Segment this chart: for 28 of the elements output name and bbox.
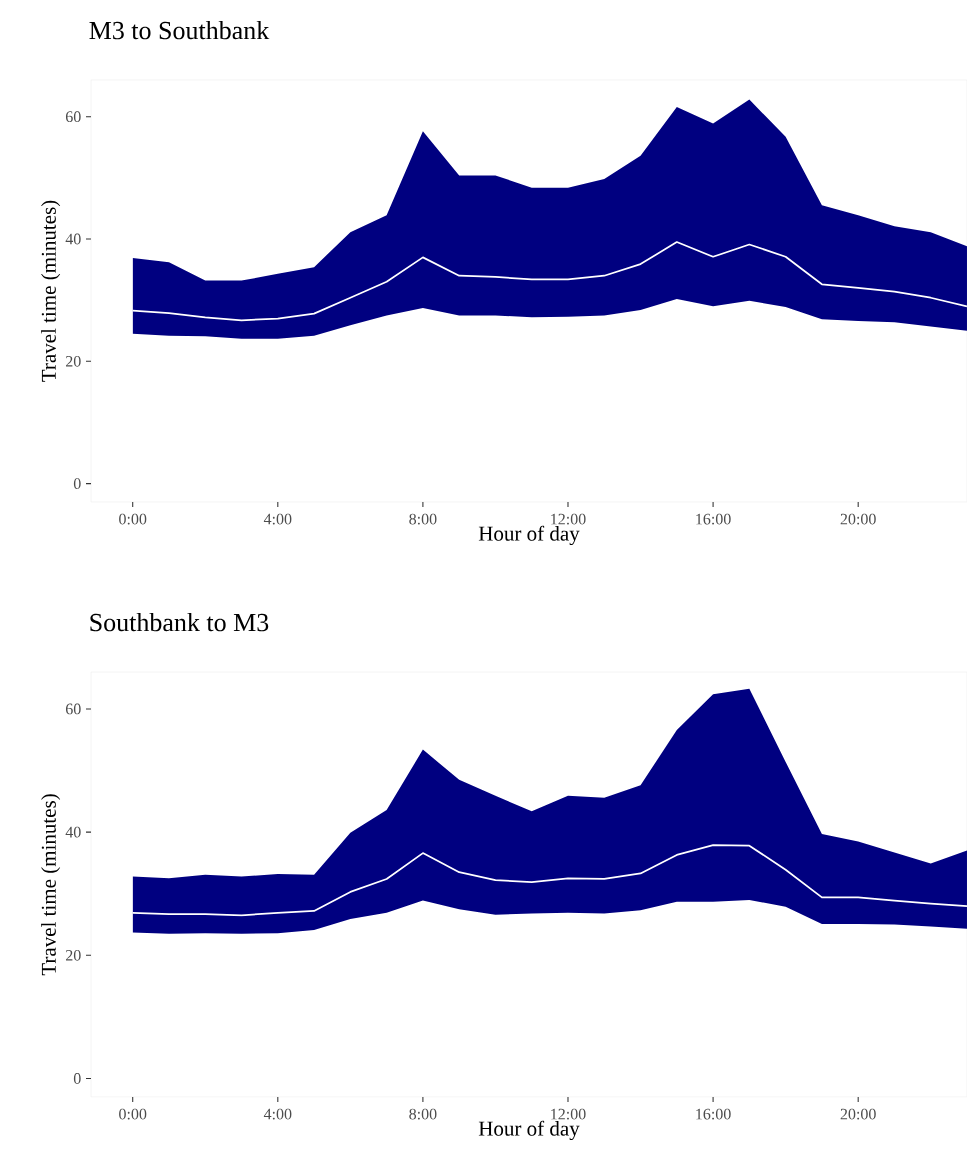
x-tick-label: 12:00 bbox=[551, 1108, 586, 1120]
x-axis-title: Hour of day bbox=[478, 1120, 580, 1141]
chart-title: M3 to Southbank bbox=[89, 21, 270, 40]
x-tick-label: 8:00 bbox=[409, 513, 437, 525]
x-tick-label: 16:00 bbox=[696, 513, 731, 525]
y-axis-title: Travel time (minutes) bbox=[41, 794, 61, 976]
x-tick-label: 4:00 bbox=[263, 513, 292, 525]
x-tick-label: 16:00 bbox=[696, 1108, 731, 1120]
line-series bbox=[131, 241, 967, 322]
x-tick-label: 4:00 bbox=[263, 1108, 292, 1120]
y-tick-label: 40 bbox=[65, 826, 81, 838]
y-tick-label: 0 bbox=[73, 478, 81, 490]
y-tick-label: 60 bbox=[65, 111, 81, 123]
x-axis-title: Hour of day bbox=[478, 525, 580, 546]
y-tick-label: 60 bbox=[65, 703, 81, 715]
y-tick-label: 40 bbox=[65, 233, 81, 245]
x-tick-label: 20:00 bbox=[840, 513, 876, 525]
x-tick-label: 0:00 bbox=[119, 1108, 147, 1120]
x-tick-label: 12:00 bbox=[551, 513, 586, 525]
y-tick-label: 0 bbox=[73, 1073, 81, 1084]
x-tick-label: 0:00 bbox=[119, 513, 147, 525]
chart-title: Southbank to M3 bbox=[90, 613, 269, 632]
y-tick-label: 20 bbox=[66, 949, 81, 961]
line-series bbox=[131, 844, 967, 917]
x-tick-label: 20:00 bbox=[840, 1108, 876, 1120]
x-tick-label: 8:00 bbox=[409, 1108, 437, 1120]
y-tick-label: 20 bbox=[66, 355, 81, 367]
y-axis-title: Travel time (minutes) bbox=[41, 200, 61, 382]
